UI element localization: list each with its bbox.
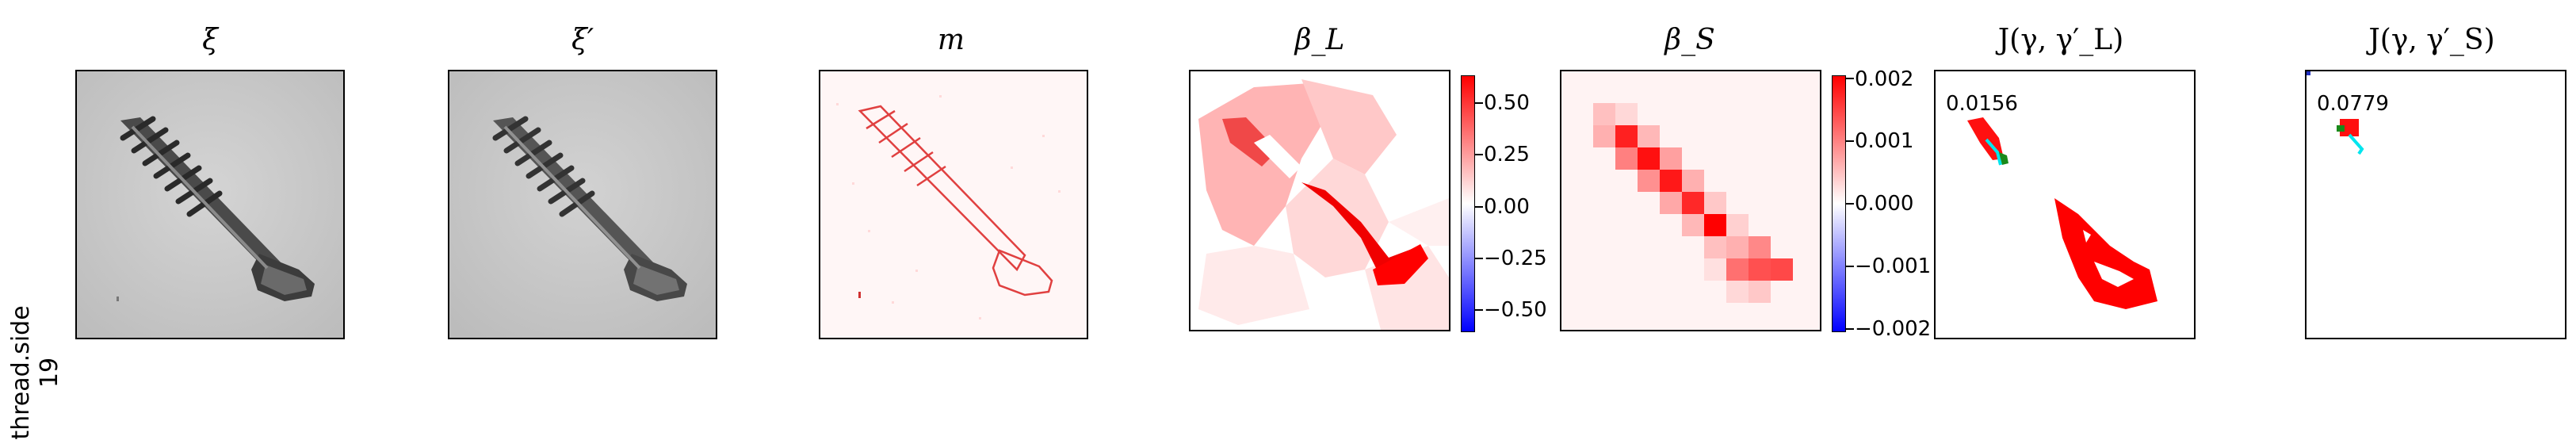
screw-image-xi-prime bbox=[449, 71, 716, 338]
image-j-l bbox=[1934, 70, 2196, 339]
image-mask-m bbox=[819, 70, 1088, 339]
tick-label-l-3: −0.25 bbox=[1484, 247, 1547, 270]
tick-label-l-1: 0.25 bbox=[1484, 143, 1530, 166]
panel-title-xi-text: ξ bbox=[202, 24, 218, 56]
image-xi bbox=[75, 70, 345, 339]
mask-outline bbox=[858, 105, 1053, 297]
row-label: thread.side 19 bbox=[0, 238, 71, 439]
tick-label-l-4: −0.50 bbox=[1484, 298, 1547, 322]
panel-title-xi-prime: ξ′ bbox=[571, 24, 594, 56]
j-s-overlay bbox=[2307, 71, 2565, 338]
tick-label-l-2: 0.00 bbox=[1484, 195, 1530, 219]
tick-l-1 bbox=[1475, 154, 1483, 155]
tick-l-4 bbox=[1475, 309, 1483, 311]
row-label-line2: 19 bbox=[36, 357, 63, 388]
beta-s-heatmap bbox=[1561, 71, 1820, 330]
panel-title-j-l: J(γ, γ′_L) bbox=[1998, 24, 2124, 56]
image-beta-l bbox=[1189, 70, 1450, 331]
panel-title-beta-s: β_S bbox=[1664, 24, 1714, 56]
tick-l-3 bbox=[1475, 258, 1483, 259]
tick-label-s-1: 0.001 bbox=[1855, 129, 1914, 153]
tick-s-3 bbox=[1846, 266, 1854, 267]
image-j-s bbox=[2305, 70, 2566, 339]
tick-l-0 bbox=[1475, 102, 1483, 104]
panel-title-beta-l: β_L bbox=[1295, 24, 1345, 56]
tick-label-s-4: −0.002 bbox=[1855, 317, 1932, 341]
panel-title-beta-s-text: β_S bbox=[1664, 24, 1715, 56]
j-l-value: 0.0156 bbox=[1946, 92, 2018, 116]
screw-shape-prime bbox=[492, 116, 687, 301]
screw-shape bbox=[120, 116, 315, 301]
tick-s-0 bbox=[1846, 78, 1854, 79]
panel-title-j-s-text: J(γ, γ′_S) bbox=[2368, 24, 2495, 56]
screw-image-xi bbox=[77, 71, 343, 338]
panel-title-m: m bbox=[938, 24, 965, 56]
tick-l-2 bbox=[1475, 206, 1483, 208]
panel-title-j-s: J(γ, γ′_S) bbox=[2368, 24, 2494, 56]
beta-l-heatmap bbox=[1191, 71, 1449, 330]
row-label-line1: thread.side bbox=[7, 305, 35, 440]
colorbar-beta-s bbox=[1832, 75, 1846, 332]
row-label-text: thread.side 19 bbox=[7, 305, 64, 439]
tick-label-l-0: 0.50 bbox=[1484, 91, 1530, 115]
mask-image-m bbox=[820, 71, 1087, 338]
j-l-overlay bbox=[1936, 71, 2194, 338]
panel-title-beta-l-text: β_L bbox=[1294, 24, 1345, 56]
colorbar-beta-l bbox=[1461, 75, 1475, 332]
image-xi-prime bbox=[448, 70, 717, 339]
j-s-value: 0.0779 bbox=[2317, 92, 2389, 116]
image-beta-s bbox=[1560, 70, 1821, 331]
tick-label-s-3: −0.001 bbox=[1855, 254, 1932, 278]
tick-s-1 bbox=[1846, 140, 1854, 142]
panel-title-xi-prime-text: ξ′ bbox=[571, 24, 594, 56]
panel-title-m-text: m bbox=[937, 24, 965, 56]
panel-title-xi: ξ bbox=[202, 24, 218, 56]
tick-s-4 bbox=[1846, 328, 1854, 330]
panel-title-j-l-text: J(γ, γ′_L) bbox=[1997, 24, 2124, 56]
tick-label-s-2: 0.000 bbox=[1855, 192, 1914, 216]
tick-label-s-0: 0.002 bbox=[1855, 67, 1914, 91]
tick-s-2 bbox=[1846, 203, 1854, 205]
